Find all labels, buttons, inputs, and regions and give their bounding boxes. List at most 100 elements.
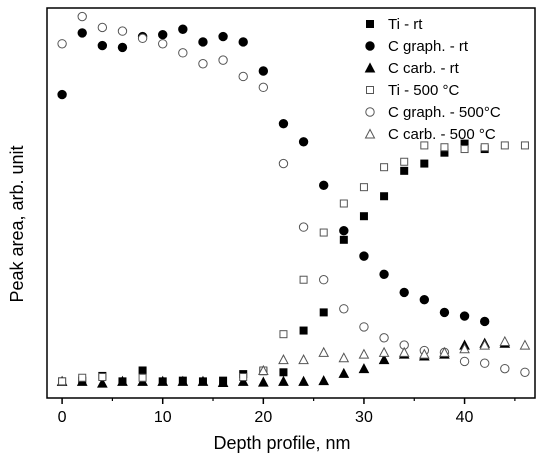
data-point — [318, 346, 330, 357]
x-axis-ticks: 0 10 20 30 40 — [58, 398, 516, 426]
data-point — [198, 37, 208, 47]
data-point — [339, 235, 348, 244]
data-point — [138, 373, 147, 382]
data-point — [338, 352, 350, 363]
data-point — [197, 375, 209, 386]
legend-entry-label: C graph. - 500°C — [388, 104, 501, 121]
data-point — [339, 199, 348, 208]
data-point — [77, 28, 87, 38]
data-point — [298, 354, 309, 365]
legend-entry-label: Ti - 500 °C — [388, 82, 459, 99]
data-point — [97, 377, 108, 388]
data-point — [318, 375, 330, 386]
data-point — [177, 375, 189, 386]
data-point — [400, 166, 409, 175]
data-point — [400, 157, 409, 166]
data-point — [258, 82, 269, 93]
data-point — [278, 375, 289, 386]
data-point — [97, 40, 108, 51]
data-point — [137, 33, 148, 44]
data-point — [299, 326, 308, 335]
data-point — [459, 356, 470, 367]
legend-entry-label: Ti - rt — [388, 16, 423, 33]
legend: Ti - rt C graph. - rt C carb. - rt Ti - 500… — [364, 16, 501, 143]
data-point — [258, 66, 269, 76]
data-point — [359, 183, 368, 192]
data-point — [299, 275, 308, 284]
data-point — [479, 358, 490, 368]
data-point — [98, 373, 107, 382]
data-point — [379, 333, 389, 343]
data-point — [238, 37, 248, 47]
data-point — [380, 192, 389, 201]
data-point — [378, 346, 390, 357]
data-point — [237, 375, 249, 386]
data-point — [218, 31, 228, 42]
legend-marker — [364, 62, 376, 73]
data-point — [398, 346, 410, 357]
x-tick-label: 0 — [58, 409, 67, 426]
legend-entry-label: C carb. - 500 °C — [388, 126, 496, 143]
data-point — [420, 159, 429, 168]
legend-marker — [365, 41, 375, 51]
x-tick-label: 40 — [456, 409, 474, 426]
data-point — [319, 228, 328, 237]
series-3 — [58, 141, 529, 386]
data-point — [519, 339, 531, 350]
series-5 — [257, 335, 531, 375]
data-point — [358, 348, 370, 359]
data-point — [319, 180, 329, 191]
data-markers — [56, 11, 531, 388]
data-point — [359, 212, 368, 221]
data-point — [459, 343, 470, 354]
data-point — [278, 158, 289, 169]
data-point — [358, 363, 370, 374]
legend-marker — [366, 20, 374, 28]
legend-marker — [365, 107, 375, 117]
data-point — [440, 143, 449, 152]
data-point — [338, 367, 350, 378]
data-point — [379, 269, 389, 279]
data-point — [217, 376, 229, 387]
data-point — [279, 368, 288, 377]
legend-entry-label: C graph. - rt — [388, 38, 469, 55]
data-point — [238, 71, 248, 82]
data-point — [117, 42, 128, 53]
data-point — [257, 364, 269, 375]
legend-marker — [364, 128, 376, 139]
x-tick-label: 30 — [355, 409, 373, 426]
data-point — [278, 354, 289, 365]
data-point — [78, 373, 87, 382]
data-point — [279, 330, 288, 339]
data-point — [117, 26, 128, 36]
plot-area-border — [46, 7, 536, 399]
data-point — [117, 375, 128, 386]
data-point — [57, 89, 67, 100]
data-point — [158, 30, 168, 40]
data-point — [479, 316, 490, 327]
data-point — [479, 339, 491, 350]
data-point — [500, 141, 509, 150]
data-point — [499, 335, 511, 346]
data-point — [439, 346, 450, 357]
data-point — [257, 376, 269, 387]
data-point — [459, 311, 470, 321]
data-point — [460, 145, 469, 154]
data-point — [439, 307, 450, 318]
data-point — [158, 39, 168, 49]
data-point — [198, 59, 208, 69]
data-point — [298, 137, 309, 147]
data-point — [319, 308, 328, 317]
data-point — [157, 375, 169, 386]
data-point — [218, 55, 228, 65]
data-point — [239, 373, 248, 382]
data-point — [138, 366, 147, 375]
data-point — [278, 118, 289, 129]
data-point — [339, 226, 349, 236]
data-point — [359, 251, 369, 261]
data-point — [339, 304, 349, 314]
data-point — [420, 141, 429, 150]
data-point — [520, 367, 530, 377]
data-point — [380, 163, 389, 172]
